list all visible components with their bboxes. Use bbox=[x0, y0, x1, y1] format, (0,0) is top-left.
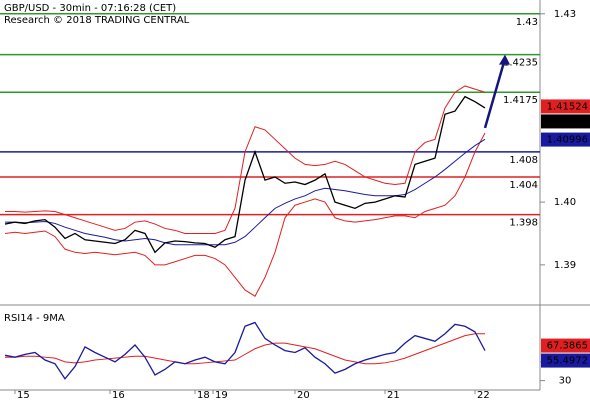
level-label: 1.398 bbox=[509, 218, 538, 229]
price-label: 1.40996 bbox=[547, 135, 588, 146]
x-tick-label: 21 bbox=[387, 390, 400, 400]
x-tick-label: 22 bbox=[477, 390, 490, 400]
y-tick-label: 1.43 bbox=[554, 9, 576, 20]
level-label: 1.408 bbox=[509, 155, 538, 166]
price-label-box bbox=[541, 114, 590, 129]
price-label: 55.4972 bbox=[547, 356, 588, 367]
series-line bbox=[5, 138, 486, 246]
price-label-box bbox=[541, 338, 590, 353]
x-tick-label: 18 bbox=[197, 390, 210, 400]
arrow-head bbox=[499, 54, 510, 65]
price-label-box bbox=[541, 353, 590, 368]
series-line bbox=[4, 321, 486, 380]
price-label-box bbox=[541, 132, 590, 147]
x-tick-label: 15 bbox=[17, 390, 30, 400]
y-tick-label: 30 bbox=[559, 376, 572, 387]
price-label-box bbox=[541, 99, 590, 114]
series-line bbox=[4, 132, 486, 297]
series-line bbox=[4, 95, 486, 254]
x-tick-label: 19 bbox=[215, 390, 228, 400]
series-line bbox=[5, 333, 485, 365]
y-tick-label: 1.39 bbox=[554, 260, 576, 271]
x-tick-label: 16 bbox=[112, 390, 125, 400]
price-label: 1.41524 bbox=[547, 101, 588, 112]
rsi-title: RSI14 - 9MA bbox=[4, 313, 65, 324]
price-label: 1.4144 bbox=[553, 116, 588, 127]
price-label: 67.3865 bbox=[547, 341, 588, 352]
chart-subtitle: Research © 2018 TRADING CENTRAL bbox=[4, 15, 190, 26]
forecast-arrow bbox=[483, 58, 507, 129]
level-label: 1.4235 bbox=[503, 58, 538, 69]
y-tick-label: 1.40 bbox=[554, 197, 576, 208]
chart-title: GBP/USD - 30min - 07:16:28 (CET) bbox=[4, 3, 176, 14]
series-line bbox=[5, 85, 486, 234]
x-tick-label: 20 bbox=[297, 390, 310, 400]
level-label: 1.404 bbox=[509, 180, 538, 191]
level-label: 1.4175 bbox=[503, 95, 538, 106]
level-label: 1.43 bbox=[516, 17, 538, 28]
